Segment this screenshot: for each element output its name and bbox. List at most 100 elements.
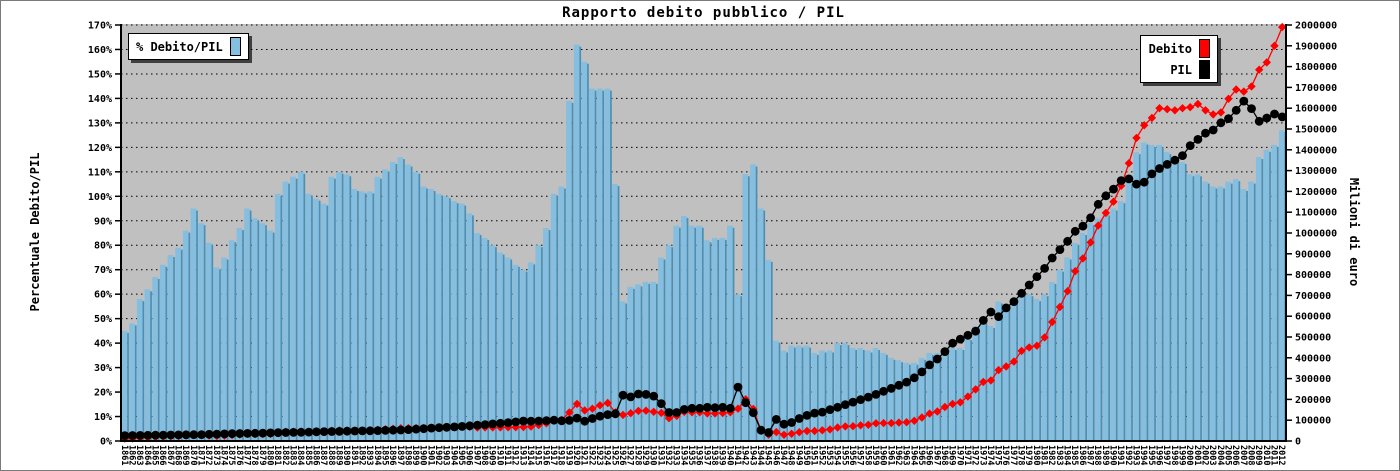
svg-text:1913: 1913	[517, 445, 527, 465]
svg-text:170%: 170%	[88, 21, 112, 32]
svg-text:1909: 1909	[487, 445, 497, 465]
svg-text:1700000: 1700000	[1295, 83, 1337, 94]
svg-text:1961: 1961	[885, 445, 895, 465]
svg-text:1958: 1958	[862, 445, 872, 465]
svg-text:1988: 1988	[1092, 445, 1102, 465]
svg-text:1901: 1901	[425, 445, 435, 465]
svg-text:1920: 1920	[571, 445, 581, 465]
svg-text:1949: 1949	[793, 445, 803, 465]
svg-text:1957: 1957	[855, 445, 865, 465]
svg-text:140%: 140%	[88, 94, 112, 105]
svg-text:2001: 2001	[1192, 445, 1202, 465]
legend-pil-row: PIL	[1148, 60, 1210, 79]
svg-text:2000000: 2000000	[1295, 21, 1337, 32]
svg-text:1917: 1917	[548, 445, 558, 465]
svg-text:700000: 700000	[1295, 291, 1331, 302]
legend-pil-label: PIL	[1170, 62, 1192, 77]
svg-text:1880: 1880	[265, 445, 275, 465]
svg-text:1898: 1898	[402, 445, 412, 465]
svg-text:1944: 1944	[755, 445, 765, 465]
ratio-bars	[121, 44, 1287, 442]
svg-text:1992: 1992	[1123, 445, 1133, 465]
svg-text:1998: 1998	[1169, 445, 1179, 465]
svg-text:110%: 110%	[88, 167, 112, 178]
svg-text:1964: 1964	[908, 445, 918, 465]
svg-text:1865: 1865	[150, 445, 160, 465]
svg-text:1951: 1951	[809, 445, 819, 465]
legend-series: Debito PIL	[1140, 35, 1218, 83]
svg-text:1985: 1985	[1069, 445, 1079, 465]
svg-text:1970: 1970	[954, 445, 964, 465]
svg-text:1973: 1973	[977, 445, 987, 465]
svg-text:1990: 1990	[1108, 445, 1118, 465]
svg-text:1984: 1984	[1062, 445, 1072, 465]
svg-text:1939: 1939	[717, 445, 727, 465]
svg-text:1928: 1928	[632, 445, 642, 465]
svg-text:1500000: 1500000	[1295, 125, 1337, 136]
svg-text:1908: 1908	[479, 445, 489, 465]
svg-text:1873: 1873	[211, 445, 221, 465]
svg-text:900000: 900000	[1295, 249, 1331, 260]
svg-text:90%: 90%	[94, 216, 112, 227]
svg-text:600000: 600000	[1295, 312, 1331, 323]
svg-text:60%: 60%	[94, 290, 112, 301]
svg-text:1959: 1959	[870, 445, 880, 465]
svg-text:1903: 1903	[441, 445, 451, 465]
svg-text:1911: 1911	[502, 445, 512, 465]
ratio-swatch-icon	[229, 37, 241, 56]
svg-text:1919: 1919	[563, 445, 573, 465]
svg-text:30%: 30%	[94, 363, 112, 374]
svg-text:1916: 1916	[540, 445, 550, 465]
svg-text:1891: 1891	[349, 445, 359, 465]
svg-text:1980: 1980	[1031, 445, 1041, 465]
svg-text:1950: 1950	[801, 445, 811, 465]
chart-title: Rapporto debito pubblico / PIL	[562, 5, 845, 21]
svg-text:1966: 1966	[924, 445, 934, 465]
debito-swatch-icon	[1199, 39, 1210, 58]
svg-text:400000: 400000	[1295, 353, 1331, 364]
svg-text:1983: 1983	[1054, 445, 1064, 465]
svg-text:2003: 2003	[1207, 445, 1217, 465]
svg-text:1300000: 1300000	[1295, 166, 1337, 177]
svg-text:1200000: 1200000	[1295, 187, 1337, 198]
svg-text:1890: 1890	[341, 445, 351, 465]
svg-text:1877: 1877	[242, 445, 252, 465]
svg-text:1864: 1864	[142, 445, 152, 465]
svg-text:1933: 1933	[671, 445, 681, 465]
legend-ratio: % Debito/PIL	[128, 33, 249, 60]
svg-text:2004: 2004	[1215, 445, 1225, 465]
svg-text:1867: 1867	[165, 445, 175, 465]
svg-text:80%: 80%	[94, 241, 112, 252]
pil-line	[120, 96, 1287, 440]
svg-text:300000: 300000	[1295, 374, 1331, 385]
svg-text:100%: 100%	[88, 192, 112, 203]
svg-text:1982: 1982	[1046, 445, 1056, 465]
svg-text:1904: 1904	[448, 445, 458, 465]
svg-text:40%: 40%	[94, 339, 112, 350]
svg-text:1100000: 1100000	[1295, 208, 1337, 219]
svg-text:1894: 1894	[372, 445, 382, 465]
svg-text:50%: 50%	[94, 314, 112, 325]
legend-debito-row: Debito	[1148, 39, 1210, 58]
svg-text:1600000: 1600000	[1295, 104, 1337, 115]
svg-text:1902: 1902	[433, 445, 443, 465]
svg-text:2010: 2010	[1261, 445, 1271, 465]
svg-text:1921: 1921	[579, 445, 589, 465]
svg-text:1960: 1960	[878, 445, 888, 465]
svg-text:1907: 1907	[471, 445, 481, 465]
svg-text:1862: 1862	[127, 445, 137, 465]
svg-text:1969: 1969	[947, 445, 957, 465]
svg-text:1994: 1994	[1138, 445, 1148, 465]
svg-text:70%: 70%	[94, 265, 112, 276]
svg-text:1922: 1922	[586, 445, 596, 465]
svg-text:800000: 800000	[1295, 270, 1331, 281]
svg-text:1878: 1878	[249, 445, 259, 465]
svg-text:1965: 1965	[916, 445, 926, 465]
svg-text:1963: 1963	[901, 445, 911, 465]
svg-text:1925: 1925	[609, 445, 619, 465]
svg-text:1000000: 1000000	[1295, 229, 1337, 240]
svg-text:1871: 1871	[196, 445, 206, 465]
svg-text:1899: 1899	[410, 445, 420, 465]
svg-text:1942: 1942	[740, 445, 750, 465]
